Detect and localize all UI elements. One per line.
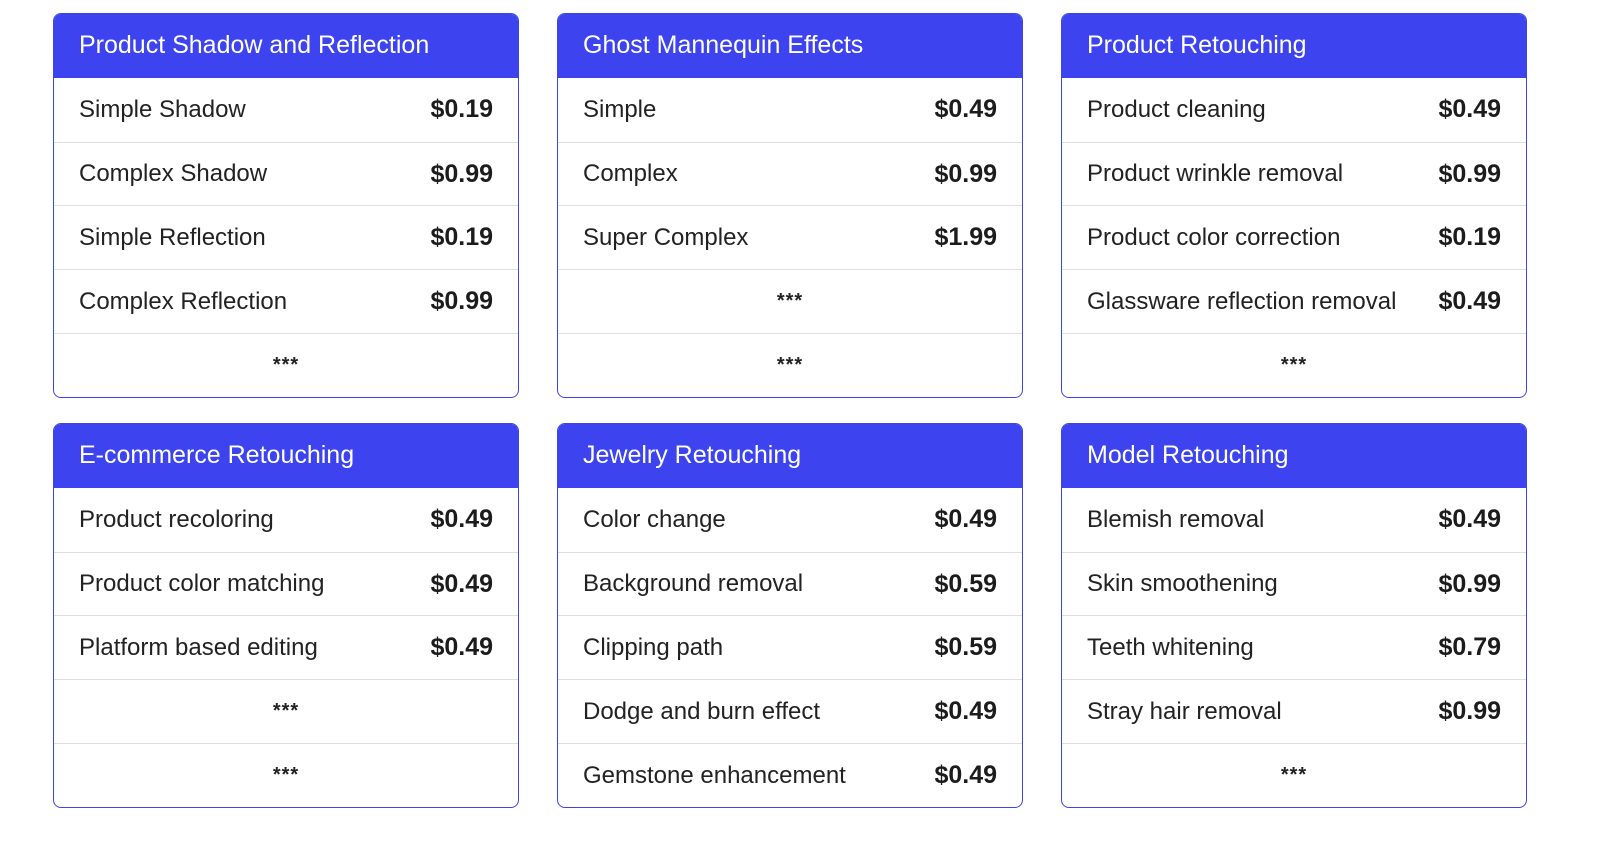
price-row: Product cleaning $0.49 [1062, 78, 1526, 142]
service-label: Product color matching [79, 570, 325, 598]
service-label: Product recoloring [79, 505, 274, 533]
price-row: Simple Reflection $0.19 [54, 205, 518, 269]
pricing-card-model-retouching: Model Retouching Blemish removal $0.49 S… [1061, 423, 1527, 808]
card-title: Ghost Mannequin Effects [558, 14, 1022, 78]
service-price: $0.49 [934, 697, 997, 726]
ellipsis-row: *** [1062, 743, 1526, 807]
pricing-card-ghost-mannequin: Ghost Mannequin Effects Simple $0.49 Com… [557, 13, 1023, 398]
price-row: Blemish removal $0.49 [1062, 488, 1526, 552]
price-row: Product color matching $0.49 [54, 551, 518, 616]
ellipsis-row: *** [54, 679, 518, 743]
service-label: Complex [583, 160, 678, 188]
pricing-card-product-retouching: Product Retouching Product cleaning $0.4… [1061, 13, 1527, 398]
service-label: Complex Shadow [79, 160, 268, 188]
price-row: Complex Reflection $0.99 [54, 269, 518, 333]
ellipsis-row: *** [558, 333, 1022, 397]
service-label: Product color correction [1087, 223, 1341, 251]
service-price: $0.99 [1438, 569, 1501, 598]
price-row: Stray hair removal $0.99 [1062, 679, 1526, 743]
price-row: Gemstone enhancement $0.49 [558, 743, 1022, 807]
price-row: Glassware reflection removal $0.49 [1062, 269, 1526, 333]
price-row: Product color correction $0.19 [1062, 205, 1526, 269]
price-row: Simple $0.49 [558, 78, 1022, 142]
price-row: Super Complex $1.99 [558, 205, 1022, 269]
card-title: Model Retouching [1062, 424, 1526, 488]
service-label: Teeth whitening [1087, 633, 1254, 661]
service-label: Gemstone enhancement [583, 761, 846, 789]
price-row: Skin smoothening $0.99 [1062, 551, 1526, 616]
price-row: Dodge and burn effect $0.49 [558, 679, 1022, 743]
card-title: E-commerce Retouching [54, 424, 518, 488]
ellipsis-row: *** [54, 333, 518, 397]
pricing-grid: Product Shadow and Reflection Simple Sha… [53, 13, 1527, 808]
service-price: $0.49 [934, 761, 997, 790]
service-price: $0.49 [430, 505, 493, 534]
service-price: $0.19 [430, 95, 493, 124]
service-price: $0.99 [430, 287, 493, 316]
ellipsis-row: *** [54, 743, 518, 807]
service-price: $1.99 [934, 223, 997, 252]
service-label: Glassware reflection removal [1087, 287, 1397, 315]
service-price: $0.59 [934, 569, 997, 598]
price-row: Teeth whitening $0.79 [1062, 615, 1526, 679]
service-price: $0.49 [1438, 95, 1501, 124]
service-price: $0.49 [934, 505, 997, 534]
service-price: $0.49 [1438, 287, 1501, 316]
service-label: Color change [583, 505, 726, 533]
service-label: Simple Reflection [79, 223, 266, 251]
price-row: Product recoloring $0.49 [54, 488, 518, 552]
price-row: Simple Shadow $0.19 [54, 78, 518, 142]
service-label: Simple [583, 95, 657, 123]
service-label: Super Complex [583, 223, 749, 251]
service-label: Simple Shadow [79, 95, 246, 123]
price-row: Product wrinkle removal $0.99 [1062, 141, 1526, 206]
service-label: Product cleaning [1087, 95, 1266, 123]
service-price: $0.99 [1438, 159, 1501, 188]
price-row: Complex $0.99 [558, 141, 1022, 206]
service-price: $0.59 [934, 633, 997, 662]
service-label: Platform based editing [79, 633, 318, 661]
service-price: $0.49 [430, 633, 493, 662]
service-price: $0.79 [1438, 633, 1501, 662]
pricing-card-ecommerce-retouching: E-commerce Retouching Product recoloring… [53, 423, 519, 808]
ellipsis-row: *** [558, 269, 1022, 333]
service-price: $0.49 [430, 569, 493, 598]
price-row: Complex Shadow $0.99 [54, 141, 518, 206]
service-label: Product wrinkle removal [1087, 160, 1344, 188]
service-price: $0.19 [430, 223, 493, 252]
pricing-card-jewelry-retouching: Jewelry Retouching Color change $0.49 Ba… [557, 423, 1023, 808]
price-row: Background removal $0.59 [558, 551, 1022, 616]
price-row: Clipping path $0.59 [558, 615, 1022, 679]
ellipsis-row: *** [1062, 333, 1526, 397]
pricing-card-product-shadow-reflection: Product Shadow and Reflection Simple Sha… [53, 13, 519, 398]
card-title: Product Retouching [1062, 14, 1526, 78]
service-price: $0.19 [1438, 223, 1501, 252]
service-label: Skin smoothening [1087, 570, 1278, 598]
service-price: $0.99 [1438, 697, 1501, 726]
card-title: Product Shadow and Reflection [54, 14, 518, 78]
service-label: Clipping path [583, 633, 724, 661]
service-price: $0.49 [1438, 505, 1501, 534]
price-row: Color change $0.49 [558, 488, 1022, 552]
service-label: Blemish removal [1087, 505, 1265, 533]
service-label: Dodge and burn effect [583, 697, 821, 725]
service-label: Background removal [583, 570, 804, 598]
card-title: Jewelry Retouching [558, 424, 1022, 488]
service-label: Stray hair removal [1087, 697, 1282, 725]
service-price: $0.99 [430, 159, 493, 188]
service-label: Complex Reflection [79, 287, 288, 315]
price-row: Platform based editing $0.49 [54, 615, 518, 679]
service-price: $0.99 [934, 159, 997, 188]
service-price: $0.49 [934, 95, 997, 124]
